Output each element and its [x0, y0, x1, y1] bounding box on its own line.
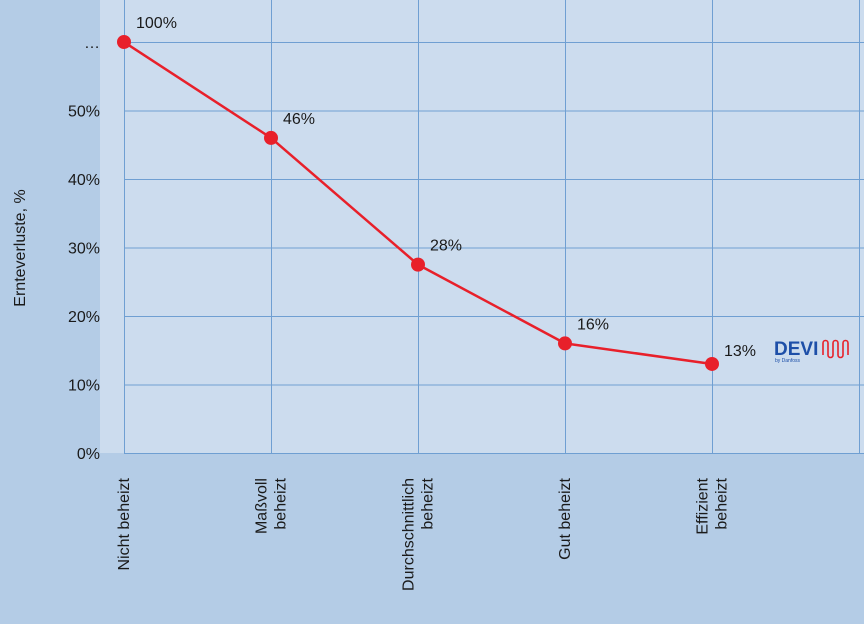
y-tick-label: 30%	[68, 241, 100, 258]
data-point	[705, 356, 719, 371]
data-label: 13%	[724, 343, 756, 360]
y-tick-label: 40%	[68, 172, 100, 189]
plot-area	[100, 0, 864, 453]
y-tick-label: 10%	[68, 378, 100, 395]
data-markers	[117, 35, 719, 371]
category-label: beheizt	[273, 477, 290, 529]
grid-lines	[124, 0, 864, 454]
y-axis-ticks: 0% 10% 20% 30% 40% 50% …	[68, 35, 100, 463]
y-tick-label: 0%	[77, 446, 100, 463]
heating-cable-icon	[822, 339, 849, 359]
category-label: beheizt	[420, 477, 437, 529]
category-label: beheizt	[714, 477, 731, 529]
x-axis-categories: Nicht beheizt Maßvoll beheizt Durchschnittl…	[116, 477, 731, 590]
data-point	[558, 336, 572, 351]
logo-text: DEVI	[774, 339, 818, 360]
data-label: 28%	[430, 238, 462, 255]
y-tick-label: 50%	[68, 104, 100, 121]
data-label: 100%	[136, 15, 177, 32]
category-label: Nicht beheizt	[116, 477, 133, 570]
devi-logo: DEVI by Danfoss	[774, 339, 849, 364]
category-label: Effizient	[695, 477, 712, 534]
data-point	[117, 35, 131, 49]
category-label: Gut beheizt	[557, 477, 574, 559]
data-point	[264, 130, 278, 145]
data-labels: 100% 46% 28% 16% 13%	[136, 15, 756, 360]
category-label: Maßvoll	[254, 478, 271, 534]
data-label: 16%	[577, 316, 609, 333]
data-label: 46%	[283, 111, 315, 128]
y-tick-label: …	[84, 35, 100, 52]
y-tick-label: 20%	[68, 309, 100, 326]
y-axis-label: Ernteverluste, %	[12, 189, 29, 306]
logo-subtext: by Danfoss	[775, 358, 801, 364]
data-point	[411, 257, 425, 272]
category-label: Durchschnittlich	[401, 478, 418, 591]
